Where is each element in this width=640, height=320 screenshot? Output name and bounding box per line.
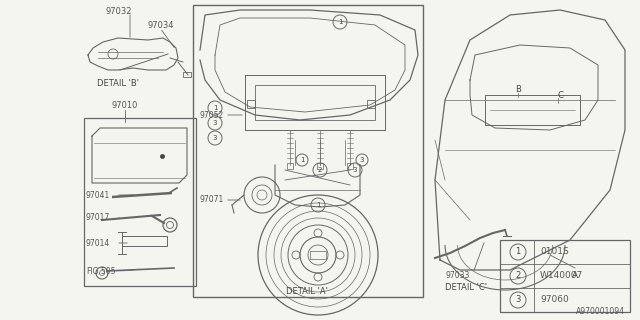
Text: FIG.505: FIG.505 — [86, 267, 115, 276]
Text: 3: 3 — [515, 295, 521, 305]
Text: 2: 2 — [515, 271, 520, 281]
Text: A: A — [572, 270, 578, 279]
Text: DETAIL 'B': DETAIL 'B' — [97, 78, 139, 87]
Bar — [183, 72, 191, 77]
Bar — [122, 236, 167, 246]
Text: 1: 1 — [300, 157, 304, 163]
Bar — [255, 85, 375, 120]
Text: 97034: 97034 — [148, 20, 175, 29]
Text: 97060: 97060 — [540, 295, 569, 305]
Text: 1: 1 — [316, 202, 320, 208]
Text: 1: 1 — [515, 247, 520, 257]
Bar — [287, 163, 293, 169]
Text: 97041: 97041 — [86, 190, 110, 199]
Text: 97052: 97052 — [200, 110, 224, 119]
Text: DETAIL 'C': DETAIL 'C' — [445, 284, 487, 292]
Text: A970001094: A970001094 — [576, 308, 625, 316]
Text: 1: 1 — [338, 19, 342, 25]
Bar — [317, 163, 323, 169]
Text: 3: 3 — [212, 120, 217, 126]
Bar — [193, 5, 423, 297]
Bar — [347, 163, 353, 169]
Text: 0101S: 0101S — [540, 247, 569, 257]
Text: 97014: 97014 — [86, 238, 110, 247]
Text: 97010: 97010 — [112, 100, 138, 109]
Text: 2: 2 — [318, 167, 322, 173]
Text: 3: 3 — [360, 157, 364, 163]
Text: 97017: 97017 — [86, 213, 110, 222]
Text: 97033: 97033 — [445, 271, 469, 281]
Text: B: B — [515, 85, 521, 94]
Text: DETAIL 'A': DETAIL 'A' — [286, 287, 328, 297]
Bar — [247, 100, 255, 108]
Bar — [500, 240, 630, 312]
Bar — [310, 251, 326, 259]
Bar — [367, 100, 375, 108]
Bar — [485, 95, 580, 125]
Text: 97032: 97032 — [106, 7, 132, 17]
Bar — [84, 118, 196, 286]
Text: C: C — [557, 91, 563, 100]
Text: 97071: 97071 — [200, 196, 224, 204]
Text: 1: 1 — [212, 105, 217, 111]
Text: 3: 3 — [353, 167, 357, 173]
Text: W140007: W140007 — [540, 271, 583, 281]
Text: 3: 3 — [212, 135, 217, 141]
